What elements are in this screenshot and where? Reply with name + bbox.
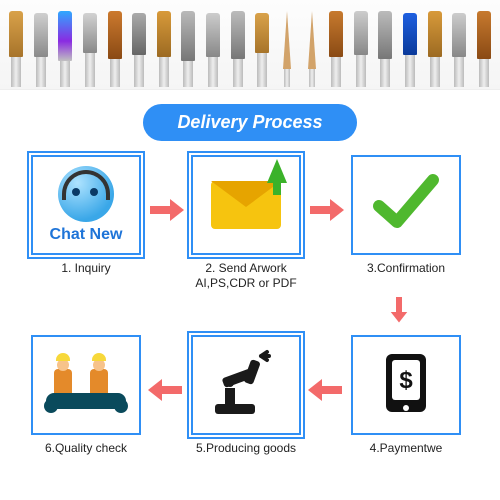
step-6-box — [31, 335, 141, 435]
step-5-caption: 5.Producing goods — [186, 441, 306, 456]
step-2-box — [191, 155, 301, 255]
product-banner — [0, 0, 500, 90]
step-5-box — [191, 335, 301, 435]
step-3: 3.Confirmation — [346, 155, 466, 276]
step-4: $4.Paymentwe — [346, 335, 466, 456]
arrow-a56 — [146, 375, 186, 405]
step-5: 5.Producing goods — [186, 335, 306, 456]
step-1-box: Chat New — [31, 155, 141, 255]
step-6: 6.Quality check — [26, 335, 146, 456]
step-3-caption: 3.Confirmation — [346, 261, 466, 276]
process-grid: Chat New 1. Inquiry 2. Send Arwork AI,PS,C… — [0, 155, 500, 485]
arrow-a45 — [306, 375, 346, 405]
step-3-box — [351, 155, 461, 255]
step-6-caption: 6.Quality check — [26, 441, 146, 456]
step-4-box: $ — [351, 335, 461, 435]
step-2: 2. Send Arwork AI,PS,CDR or PDF — [186, 155, 306, 291]
arrow-a23 — [306, 195, 346, 225]
step-1-caption: 1. Inquiry — [26, 261, 146, 276]
svg-text:$: $ — [399, 367, 413, 394]
title-wrap: Delivery Process — [0, 104, 500, 141]
step-4-caption: 4.Paymentwe — [346, 441, 466, 456]
arrow-a34 — [384, 289, 414, 329]
step-2-caption: 2. Send Arwork AI,PS,CDR or PDF — [186, 261, 306, 291]
arrow-a12 — [146, 195, 186, 225]
step-1: Chat New 1. Inquiry — [26, 155, 146, 276]
title-pill: Delivery Process — [143, 104, 356, 141]
